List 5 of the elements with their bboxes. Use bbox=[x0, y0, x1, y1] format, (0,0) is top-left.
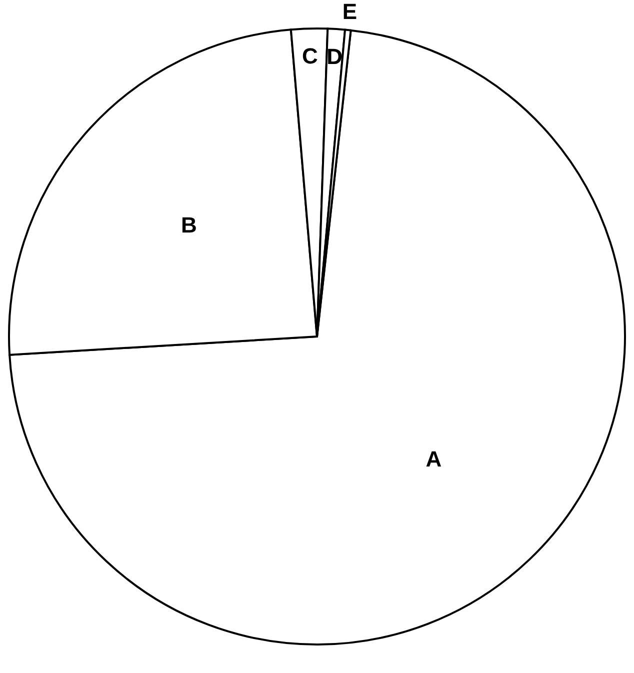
slice-label: E bbox=[342, 0, 358, 24]
slice-label: D bbox=[326, 44, 343, 70]
slice-label: B bbox=[180, 212, 197, 238]
slice-label: C bbox=[302, 44, 318, 69]
slice-label: A bbox=[426, 446, 442, 472]
